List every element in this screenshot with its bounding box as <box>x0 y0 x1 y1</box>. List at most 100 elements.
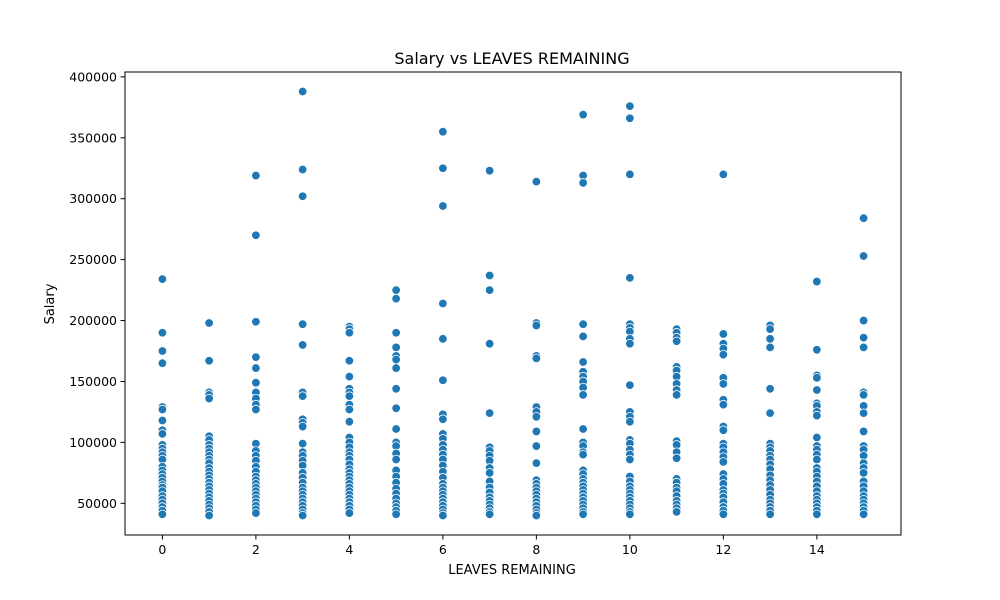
data-point <box>157 328 168 338</box>
data-point <box>344 328 355 338</box>
data-point <box>251 404 261 415</box>
data-point <box>438 414 448 424</box>
data-point <box>812 432 822 443</box>
x-tick-label: 6 <box>439 542 447 557</box>
data-point <box>812 373 822 383</box>
data-point <box>812 345 822 355</box>
data-point <box>812 385 822 395</box>
data-point <box>251 352 261 362</box>
data-point <box>531 426 542 437</box>
data-point <box>625 273 635 283</box>
data-point <box>531 320 542 331</box>
y-tick-label: 100000 <box>69 435 117 450</box>
data-point <box>765 342 775 353</box>
data-point <box>578 331 588 342</box>
x-tick-label: 0 <box>158 542 166 557</box>
data-point <box>157 358 168 368</box>
data-point <box>484 285 495 295</box>
data-point <box>765 334 775 344</box>
data-point <box>578 109 588 120</box>
data-point <box>157 429 168 439</box>
data-point <box>484 468 495 478</box>
plot-frame <box>124 71 902 536</box>
data-point <box>578 178 588 188</box>
y-axis-label: Salary <box>43 283 58 324</box>
data-point <box>671 390 682 400</box>
data-point <box>718 457 729 467</box>
data-point <box>251 508 261 518</box>
data-point <box>765 408 775 418</box>
data-point <box>204 393 214 404</box>
data-point <box>391 403 401 413</box>
data-point <box>578 509 588 519</box>
data-point <box>812 454 822 465</box>
data-point <box>204 356 214 366</box>
data-point <box>718 169 729 180</box>
data-point <box>625 101 635 111</box>
data-point <box>812 410 822 421</box>
data-point <box>297 391 308 401</box>
data-point <box>438 201 448 211</box>
data-point <box>391 509 401 519</box>
data-point <box>625 509 635 519</box>
data-point <box>251 230 261 240</box>
data-point <box>344 416 355 427</box>
data-point <box>157 509 168 519</box>
y-tick-label: 400000 <box>69 69 117 84</box>
data-point <box>484 509 495 519</box>
data-point <box>765 324 775 334</box>
data-point <box>438 334 448 344</box>
data-point <box>438 163 448 173</box>
data-point <box>858 213 869 223</box>
data-point <box>718 425 729 435</box>
data-point <box>578 390 588 400</box>
data-point <box>157 274 168 284</box>
data-point <box>251 363 261 373</box>
data-point <box>157 415 168 426</box>
x-axis: 0 2 4 6 8 10 12 14 <box>158 535 825 557</box>
data-points <box>157 86 869 521</box>
data-point <box>858 426 869 437</box>
data-point <box>812 276 822 287</box>
data-point <box>625 339 635 349</box>
data-point <box>531 510 542 521</box>
data-point <box>157 404 168 415</box>
data-point <box>297 191 308 201</box>
data-point <box>718 509 729 519</box>
data-point <box>391 328 401 338</box>
data-point <box>531 458 542 468</box>
data-point <box>625 380 635 390</box>
data-point <box>484 165 495 176</box>
data-point <box>204 510 214 521</box>
x-tick-label: 12 <box>715 542 731 557</box>
data-point <box>391 342 401 353</box>
data-point <box>531 176 542 187</box>
data-point <box>157 346 168 356</box>
data-point <box>812 509 822 519</box>
data-point <box>578 319 588 329</box>
data-point <box>251 170 261 181</box>
data-point <box>297 510 308 521</box>
data-point <box>858 509 869 519</box>
data-point <box>625 416 635 427</box>
y-tick-label: 250000 <box>69 252 117 267</box>
data-point <box>578 424 588 434</box>
data-point <box>251 378 261 388</box>
data-point <box>344 508 355 518</box>
data-point <box>858 408 869 418</box>
y-tick-label: 300000 <box>69 191 117 206</box>
data-point <box>438 375 448 385</box>
y-tick-label: 150000 <box>69 374 117 389</box>
data-point <box>718 379 729 389</box>
data-point <box>625 113 635 124</box>
y-axis: 50000 100000 150000 200000 250000 300000 35000… <box>69 69 125 511</box>
x-tick-label: 2 <box>252 542 260 557</box>
data-point <box>297 340 308 350</box>
data-point <box>391 354 401 365</box>
data-point <box>625 169 635 180</box>
data-point <box>718 349 729 360</box>
data-point <box>438 510 448 521</box>
data-point <box>531 353 542 364</box>
